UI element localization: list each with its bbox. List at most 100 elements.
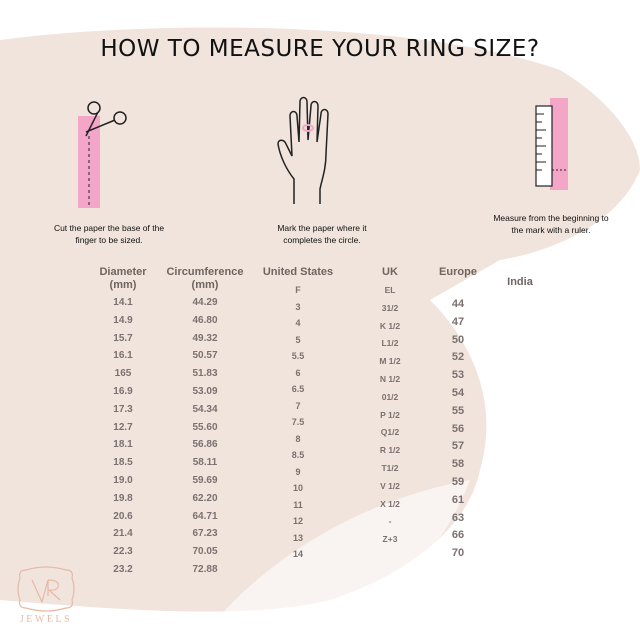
circumference-cell: 59.69: [192, 474, 218, 486]
us-cell: 8.5: [291, 450, 305, 460]
uk-cell: M 1/2: [379, 356, 401, 367]
uk-cell: 01/2: [381, 391, 399, 402]
diameter-cell: 23.2: [113, 563, 133, 575]
ruler-icon: [535, 98, 568, 190]
uk-cell: L1/2: [381, 338, 399, 349]
us-cell: 14: [292, 549, 303, 559]
us-cell: 7: [295, 400, 301, 411]
circumference-cell: 53.09: [192, 385, 218, 397]
europe-cell: 70: [451, 547, 465, 560]
circumference-cell: 62.20: [192, 492, 218, 504]
page-title: HOW TO MEASURE YOUR RING SIZE?: [100, 36, 540, 62]
circumference-cell: 55.60: [192, 421, 218, 433]
step-1-caption: Cut the paper the base of the finger to …: [53, 223, 165, 245]
uk-cell: Q1/2: [380, 427, 400, 438]
circumference-cell: 49.32: [192, 332, 218, 344]
uk-column: UK EL 31/2 K 1/2 L1/2 M 1/2 N 1/2 01/2 P 1/2 Q1/…: [360, 266, 420, 549]
uk-cell: K 1/2: [379, 320, 401, 331]
us-cell: 10: [292, 483, 303, 493]
europe-cell: 63: [451, 511, 465, 524]
uk-cell: R 1/2: [379, 445, 401, 456]
circumference-column: Circumference (mm) 44.29 46.80 49.32 50.57 5…: [165, 266, 245, 579]
diameter-cell: 14.9: [113, 314, 133, 326]
us-header: United States: [262, 266, 334, 278]
uk-cell: -: [388, 516, 392, 527]
diameter-cell: 21.4: [113, 528, 133, 540]
hand-icon: [277, 96, 329, 204]
india-header: India: [507, 276, 533, 288]
us-cell: 7.5: [291, 417, 305, 427]
circumference-cell: 67.23: [192, 528, 218, 540]
uk-header: UK: [382, 266, 398, 278]
us-cell: 6.5: [291, 384, 305, 394]
us-cell: 9: [295, 466, 301, 477]
circumference-cell: 50.57: [192, 350, 218, 362]
uk-cell: Z+3: [382, 534, 398, 545]
europe-cell: 52: [451, 351, 465, 364]
uk-cell: 31/2: [381, 302, 399, 313]
us-cell: 8: [295, 433, 301, 444]
diameter-cell: 18.1: [113, 439, 133, 451]
uk-cell: X 1/2: [380, 498, 400, 509]
diameter-cell: 15.7: [113, 332, 133, 344]
diameter-cell: 20.6: [113, 510, 133, 522]
circumference-cell: 58.11: [192, 457, 218, 469]
europe-cell: 58: [451, 458, 465, 471]
diameter-cell: 22.3: [113, 546, 133, 558]
europe-cell: 57: [451, 440, 465, 453]
circumference-cell: 64.71: [192, 510, 218, 522]
uk-cell: V 1/2: [380, 480, 400, 491]
europe-cell: 47: [451, 315, 465, 328]
europe-cell: 59: [451, 475, 465, 488]
circumference-cell: 44.29: [192, 297, 218, 308]
circumference-header: Circumference (mm): [166, 266, 244, 291]
uk-cell: EL: [384, 285, 396, 295]
logo-text: JEWELS: [19, 614, 73, 625]
us-cell: 6: [295, 367, 301, 378]
scissors-paper-icon: [78, 101, 127, 208]
circumference-cell: 72.88: [192, 563, 218, 575]
europe-cell: 66: [451, 529, 465, 542]
europe-cell: 44: [451, 298, 465, 310]
us-cell: 3: [295, 301, 301, 312]
diameter-header: Diameter (mm): [99, 266, 147, 291]
circumference-cell: 46.80: [192, 314, 218, 326]
uk-cell: T1/2: [381, 462, 399, 473]
us-cell: 5.5: [291, 351, 305, 361]
diameter-cell: 12.7: [113, 421, 133, 433]
us-cell: 12: [292, 516, 303, 526]
diameter-cell: 14.1: [113, 297, 133, 308]
europe-cell: 55: [451, 404, 465, 417]
uk-cell: P 1/2: [380, 409, 400, 420]
us-cell: 5: [295, 334, 301, 345]
diameter-cell: 19.0: [113, 474, 133, 486]
step-3-caption: Measure from the beginning to the mark w…: [493, 213, 609, 235]
europe-cell: 61: [451, 493, 465, 506]
step-2-caption: Mark the paper where it completes the ci…: [277, 223, 367, 245]
diameter-cell: 18.5: [113, 457, 133, 469]
europe-column: Europe 44 47 50 52 53 54 55 56 57 58 59 61 63 66 70: [435, 266, 481, 563]
europe-cell: 50: [451, 333, 465, 346]
us-cell: F: [295, 285, 301, 295]
circumference-cell: 56.86: [192, 439, 218, 451]
diameter-column: Diameter (mm) 14.1 14.9 15.7 16.1 165 16.9 17.…: [93, 266, 153, 579]
circumference-cell: 54.34: [192, 403, 218, 415]
diameter-cell: 17.3: [113, 403, 133, 415]
europe-cell: 56: [451, 422, 465, 435]
us-cell: 11: [293, 499, 303, 510]
circumference-cell: 51.83: [192, 368, 218, 380]
diameter-cell: 19.8: [113, 492, 133, 504]
diameter-cell: 16.1: [113, 350, 133, 362]
europe-header: Europe: [439, 266, 477, 278]
europe-cell: 54: [451, 386, 465, 399]
vr-jewels-logo: [17, 566, 75, 612]
uk-cell: N 1/2: [379, 373, 401, 384]
circumference-cell: 70.05: [192, 546, 218, 558]
us-cell: 4: [295, 318, 301, 328]
europe-cell: 53: [451, 369, 465, 382]
us-cell: 13: [292, 532, 303, 543]
diameter-cell: 165: [114, 368, 132, 380]
diameter-cell: 16.9: [113, 385, 133, 397]
us-column: United States F 3 4 5 5.5 6 6.5 7 7.5 8 8.5 9 10 11 12…: [258, 266, 338, 563]
